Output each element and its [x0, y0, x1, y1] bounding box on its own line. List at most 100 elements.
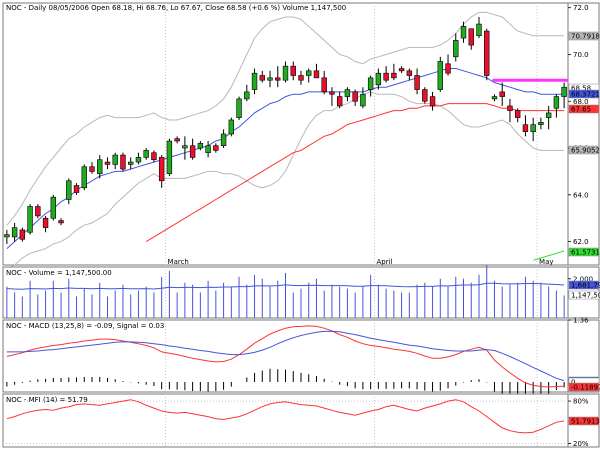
candle-up — [11, 227, 18, 238]
price-overlay-line-3 — [145, 103, 565, 243]
candle-up — [251, 72, 258, 90]
macd-value-tag-label: 0 — [571, 379, 575, 387]
volume-average-line — [6, 282, 565, 290]
candle-up — [143, 150, 149, 158]
macd-tick-label: 1.36 — [573, 317, 589, 325]
price-value-tag — [568, 104, 600, 114]
price-overlay-line-1 — [6, 91, 565, 271]
candle-up — [344, 89, 351, 97]
price-value-tag-label: 61.5731 — [571, 249, 600, 257]
mfi-tick-label: 20% — [573, 440, 589, 448]
candle-up — [476, 23, 482, 37]
price-tick-label: 62.0 — [573, 238, 589, 246]
candle-up — [545, 112, 552, 118]
candle-up — [244, 91, 250, 100]
candle-up — [166, 140, 173, 175]
candle-up — [112, 154, 118, 165]
price-value-tag-label: 67.65 — [571, 106, 591, 114]
candle-up — [437, 61, 443, 90]
candle-up — [81, 166, 87, 189]
candle-down — [414, 75, 420, 90]
price-tick-label: 70.0 — [573, 51, 589, 59]
candle-up — [375, 72, 382, 86]
month-label: April — [377, 258, 393, 266]
candle-up — [97, 159, 103, 175]
macd-value-tag-label: -0.11897 — [571, 384, 600, 392]
price-value-tag-label: 68.58 — [571, 85, 591, 93]
candle-down — [298, 75, 304, 81]
candle-down — [151, 152, 157, 161]
candle-up — [460, 26, 467, 39]
candle-up — [128, 161, 134, 165]
candle-down — [329, 91, 335, 95]
candle-up — [182, 145, 188, 149]
candle-down — [422, 89, 428, 102]
candle-up — [50, 196, 57, 219]
price-value-tag — [568, 89, 600, 99]
candle-down — [499, 91, 505, 97]
candle-down — [213, 145, 219, 151]
signal-line — [6, 330, 565, 382]
candle-up — [197, 143, 204, 149]
price-value-tag — [568, 145, 600, 155]
price-tick-label: 68.0 — [573, 98, 589, 106]
candle-down — [120, 154, 126, 170]
candle-up — [553, 96, 560, 109]
candle-down — [58, 220, 64, 224]
price-panel-frame — [2, 2, 569, 266]
candle-down — [383, 72, 389, 81]
candle-up — [220, 133, 227, 146]
candle-down — [158, 157, 165, 182]
price-value-tag — [568, 31, 600, 41]
price-overlay-line-4 — [533, 250, 565, 261]
candle-up — [4, 234, 10, 238]
month-label: March — [168, 258, 189, 266]
month-label: May — [539, 258, 553, 266]
mfi-panel: 80% 20% 51.7913 NOC - MFI (14) = 51.79 — [2, 393, 600, 448]
candle-up — [27, 206, 33, 233]
candle-down — [406, 70, 413, 76]
macd-value-tag — [568, 382, 600, 392]
price-value-tag-label: 68.3721 — [571, 91, 600, 99]
candle-up — [66, 180, 72, 200]
price-overlay-line-0 — [6, 11, 565, 226]
candle-down — [468, 28, 474, 46]
candle-up — [538, 122, 544, 125]
candle-down — [313, 70, 320, 79]
candle-down — [189, 145, 196, 158]
volume-tick-label: 2,000 — [573, 275, 593, 283]
mfi-header: NOC - MFI (14) = 51.79 — [6, 396, 88, 404]
candle-down — [104, 161, 111, 165]
candle-up — [453, 40, 459, 58]
candle-down — [19, 229, 26, 240]
volume-value-tag — [568, 280, 600, 290]
candle-down — [522, 124, 529, 132]
candle-down — [445, 63, 451, 74]
candle-up — [228, 119, 235, 135]
candle-down — [321, 77, 327, 93]
candle-down — [391, 72, 397, 79]
candle-up — [282, 65, 289, 81]
price-value-tag-label: 70.7918 — [571, 33, 600, 41]
candle-up — [306, 70, 312, 76]
price-tick-label: 64.0 — [573, 191, 589, 199]
candle-down — [275, 77, 281, 81]
candle-down — [174, 138, 180, 142]
candle-up — [530, 124, 536, 132]
mfi-tick-label: 80% — [573, 398, 589, 406]
macd-line — [6, 325, 565, 388]
candle-down — [259, 75, 265, 81]
mfi-line — [6, 399, 565, 434]
volume-value-tag-label: 1,681,797 — [571, 282, 600, 290]
candle-up — [367, 77, 374, 90]
mfi-panel-frame — [2, 393, 569, 448]
candle-up — [267, 77, 273, 81]
candle-up — [236, 98, 242, 118]
price-value-tag-label: 65.9052 — [571, 147, 600, 155]
price-tick-label: 72.0 — [573, 4, 589, 12]
price-header: NOC - Daily 08/05/2006 Open 68.18, Hi 68… — [6, 4, 346, 12]
macd-header: NOC - MACD (13,25,8) = -0.09, Signal = 0… — [6, 322, 164, 330]
